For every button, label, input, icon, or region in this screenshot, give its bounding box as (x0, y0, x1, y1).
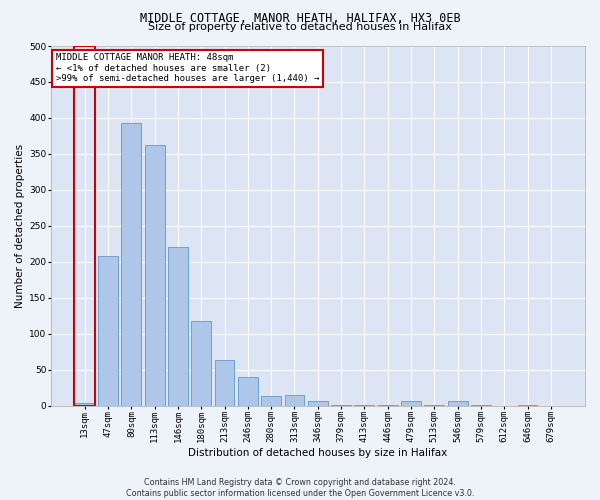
Text: MIDDLE COTTAGE, MANOR HEATH, HALIFAX, HX3 0EB: MIDDLE COTTAGE, MANOR HEATH, HALIFAX, HX… (140, 12, 460, 26)
Bar (284, 396, 304, 406)
Bar (98, 256, 118, 406)
Bar (145, 145, 164, 406)
Bar (355, 405, 374, 406)
Bar (424, 405, 444, 406)
Bar (215, 360, 235, 406)
Bar (261, 396, 281, 406)
Text: Contains HM Land Registry data © Crown copyright and database right 2024.
Contai: Contains HM Land Registry data © Crown c… (126, 478, 474, 498)
Bar (75, 404, 95, 406)
Text: MIDDLE COTTAGE MANOR HEATH: 48sqm
← <1% of detached houses are smaller (2)
>99% : MIDDLE COTTAGE MANOR HEATH: 48sqm ← <1% … (56, 53, 319, 83)
Bar (378, 405, 398, 406)
Bar (191, 320, 211, 406)
Y-axis label: Number of detached properties: Number of detached properties (15, 144, 25, 308)
Bar (518, 405, 538, 406)
Text: Size of property relative to detached houses in Halifax: Size of property relative to detached ho… (148, 22, 452, 32)
Bar (401, 401, 421, 406)
Bar (168, 246, 188, 406)
Bar (121, 123, 141, 406)
Bar (308, 401, 328, 406)
Bar (331, 405, 351, 406)
Bar (448, 401, 467, 406)
Bar (238, 377, 258, 406)
Bar (471, 405, 491, 406)
X-axis label: Distribution of detached houses by size in Halifax: Distribution of detached houses by size … (188, 448, 448, 458)
